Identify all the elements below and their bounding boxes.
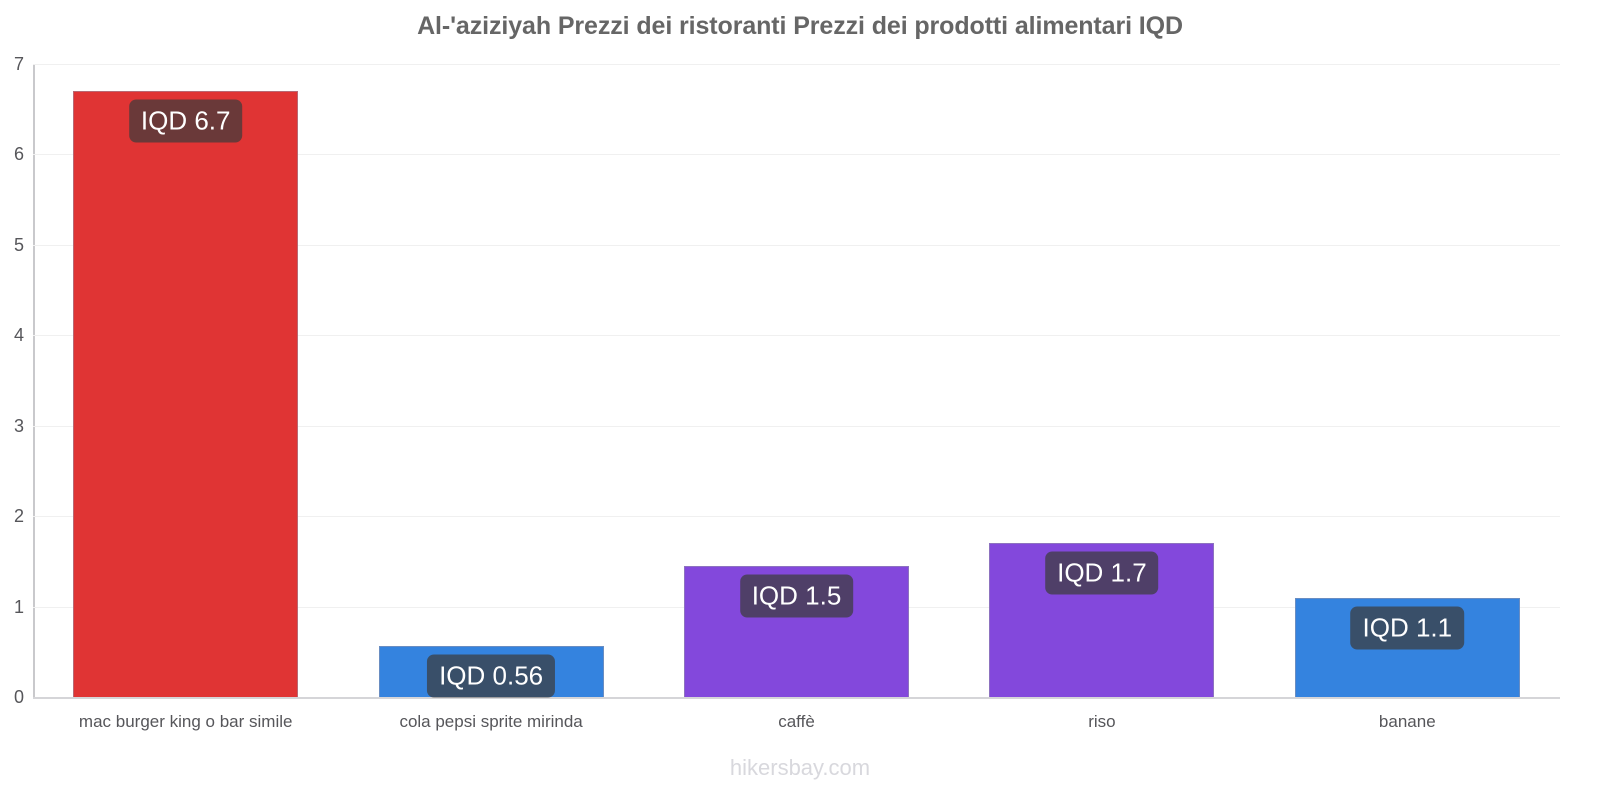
x-axis-tick-label: caffè — [778, 712, 815, 731]
y-axis-tick-label: 1 — [13, 596, 24, 617]
chart-title: Al-'aziziyah Prezzi dei ristoranti Prezz… — [417, 12, 1183, 40]
gridline — [33, 154, 1560, 156]
gridline — [33, 697, 1560, 699]
y-axis-tick-labels: 0 1 2 3 4 5 6 7 — [0, 55, 24, 706]
x-axis-tick-label: cola pepsi sprite mirinda — [399, 712, 583, 731]
bar[interactable] — [73, 91, 299, 697]
x-axis-tick-labels: mac burger king o bar simile cola pepsi s… — [33, 712, 1560, 742]
footer-credit: hikersbay.com — [729, 755, 871, 780]
x-axis-tick-label: banane — [1378, 712, 1436, 731]
gridline — [33, 244, 1560, 246]
x-axis-tick-label: mac burger king o bar simile — [78, 712, 293, 731]
bar-data-label: IQD 1.1 — [1350, 606, 1465, 650]
y-axis-tick-label: 3 — [13, 415, 24, 436]
y-axis-tick-label: 2 — [13, 506, 24, 527]
y-axis-tick-label: 5 — [13, 234, 24, 255]
y-axis-tick-label: 6 — [13, 144, 24, 165]
plot-area: IQD 6.7 IQD 0.56 IQD 1.5 IQD 1.7 IQD 1.1 — [33, 64, 1560, 699]
bar-data-label: IQD 6.7 — [128, 99, 243, 143]
gridline — [33, 64, 1560, 65]
bar-data-label: IQD 0.56 — [427, 654, 556, 698]
y-axis-tick-label: 4 — [13, 325, 24, 346]
gridline — [33, 516, 1560, 518]
x-axis-tick-label: riso — [1088, 712, 1116, 731]
gridline — [33, 335, 1560, 337]
y-axis-tick-label: 7 — [13, 54, 24, 74]
bar-data-label: IQD 1.5 — [739, 574, 854, 618]
y-axis-line — [33, 64, 35, 699]
y-axis-tick-label: 0 — [13, 687, 24, 707]
gridline — [33, 425, 1560, 427]
bar-data-label: IQD 1.7 — [1045, 551, 1159, 595]
